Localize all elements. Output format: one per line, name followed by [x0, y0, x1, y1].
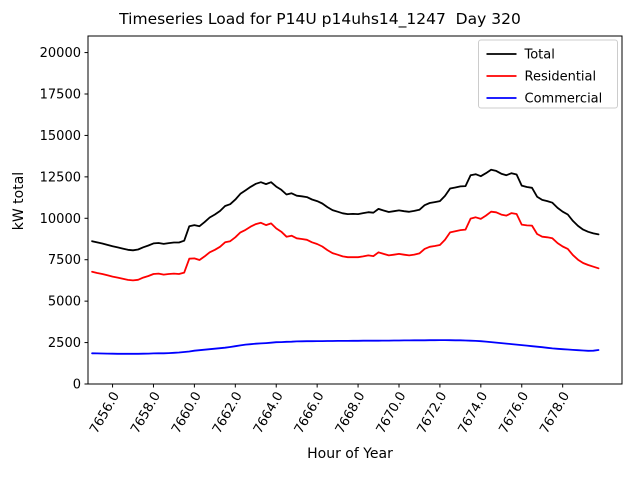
x-tick-label: 7668.0 — [333, 390, 369, 437]
y-tick-label: 17500 — [40, 88, 81, 103]
x-tick-label: 7656.0 — [87, 390, 123, 437]
y-tick-label: 7500 — [48, 253, 81, 268]
y-tick-label: 0 — [73, 378, 81, 393]
y-tick-label: 12500 — [40, 170, 81, 185]
legend-label-total: Total — [524, 48, 555, 63]
y-tick-label: 15000 — [40, 129, 81, 144]
x-tick-label: 7670.0 — [374, 390, 410, 437]
legend-box — [478, 39, 618, 109]
x-tick-label: 7676.0 — [496, 390, 532, 437]
x-tick-label: 7660.0 — [169, 390, 205, 437]
legend-label-residential: Residential — [525, 70, 597, 85]
x-tick-label: 7674.0 — [456, 390, 492, 437]
plot-border — [87, 35, 623, 385]
x-tick-label: 7678.0 — [537, 390, 573, 437]
chart-title: Timeseries Load for P14U p14uhs14_1247 D… — [119, 10, 521, 28]
x-tick-label: 7658.0 — [128, 390, 164, 437]
y-tick-label: 10000 — [40, 212, 81, 227]
legend-label-commercial: Commercial — [525, 92, 603, 107]
x-tick-label: 7664.0 — [251, 390, 287, 437]
series-line-residential — [91, 210, 600, 282]
y-tick-label: 2500 — [48, 336, 81, 351]
x-tick-label: 7672.0 — [415, 390, 451, 437]
y-tick-label: 5000 — [48, 295, 81, 310]
series-line-commercial — [91, 339, 600, 355]
y-tick-label: 20000 — [40, 46, 81, 61]
x-tick-label: 7666.0 — [292, 390, 328, 437]
x-tick-label: 7662.0 — [210, 390, 246, 437]
series-line-total — [91, 168, 600, 252]
x-axis-label: Hour of Year — [307, 446, 393, 462]
